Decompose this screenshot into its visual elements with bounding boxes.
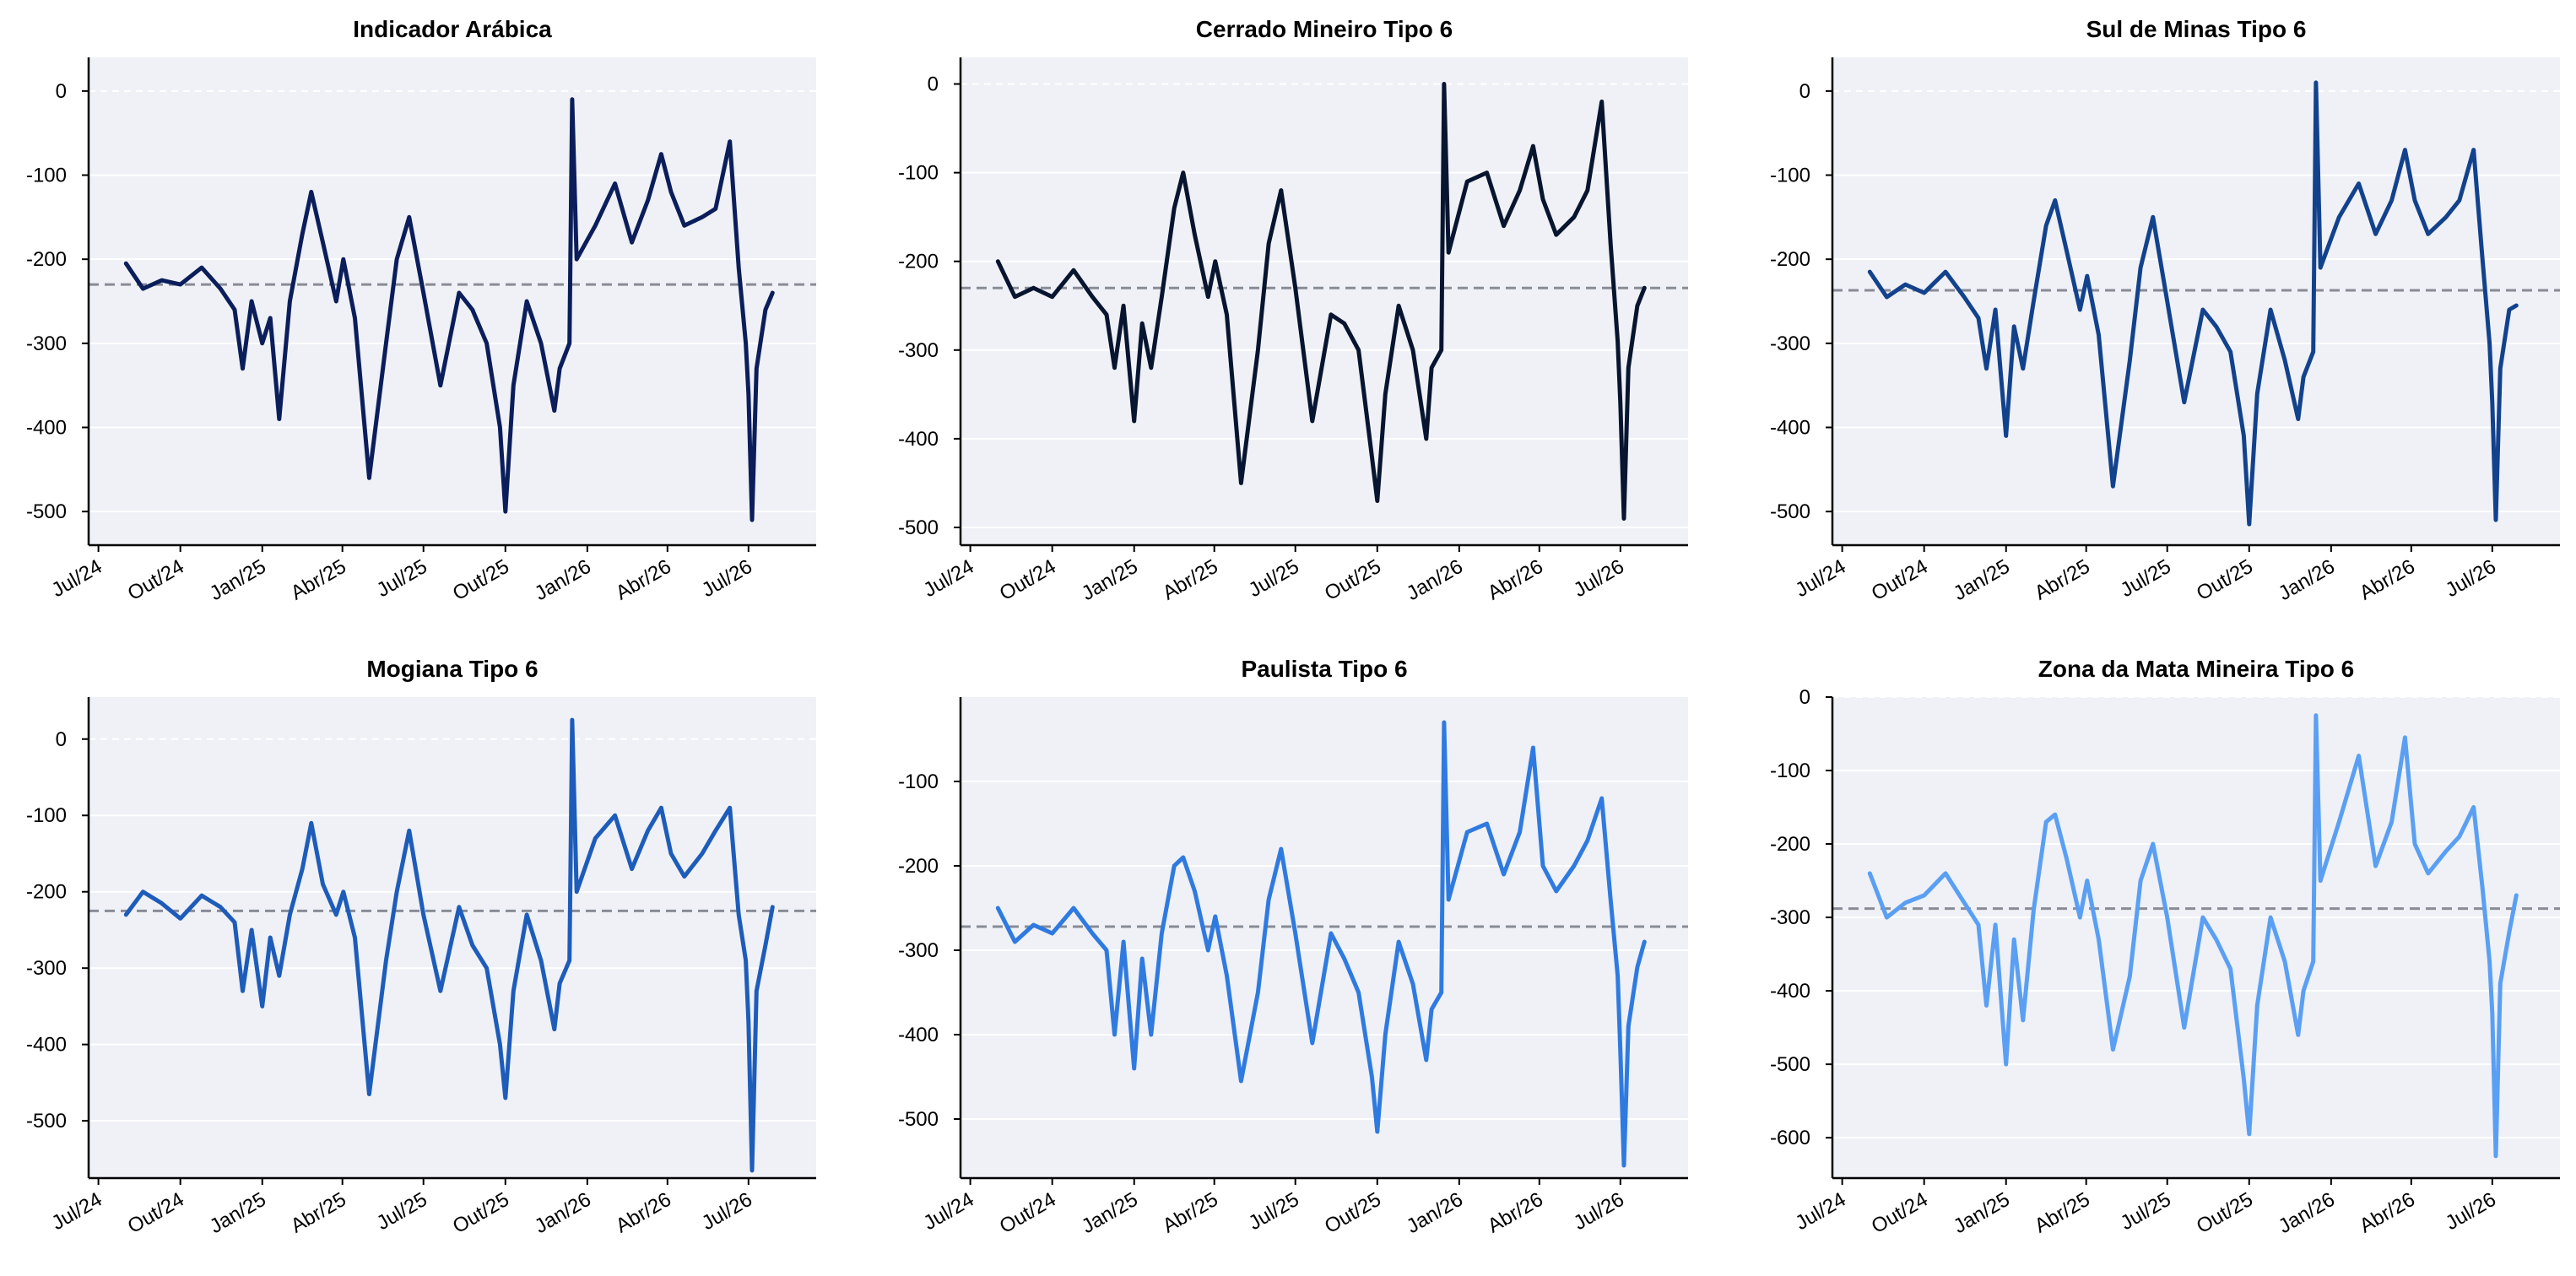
- y-tick-label: -500: [26, 1110, 67, 1133]
- y-tick-label: -600: [1770, 1127, 1810, 1149]
- series-line: [123, 97, 775, 522]
- y-tick-label: -400: [26, 1034, 67, 1057]
- series-line: [995, 82, 1647, 521]
- y-tick-label: -100: [1770, 165, 1810, 187]
- y-tick-label: -300: [26, 957, 67, 980]
- chart-title: Zona da Mata Mineira Tipo 6: [2038, 656, 2354, 682]
- y-tick-label: -500: [898, 1108, 939, 1131]
- y-tick-label: -100: [26, 165, 67, 187]
- y-tick-label: -400: [898, 428, 939, 451]
- y-tick-label: -200: [26, 881, 67, 904]
- y-tick-label: -300: [26, 333, 67, 355]
- y-tick-label: -400: [1770, 980, 1810, 1003]
- y-tick-label: -500: [1770, 1053, 1810, 1076]
- chart-title: Mogiana Tipo 6: [366, 656, 538, 682]
- plot-background: [1832, 697, 2560, 1178]
- chart-title: Indicador Arábica: [353, 16, 552, 42]
- y-tick-label: -200: [1770, 248, 1810, 271]
- y-tick-label: -200: [1770, 833, 1810, 856]
- plot-background: [1832, 57, 2560, 545]
- y-tick-label: -500: [1770, 500, 1810, 523]
- y-tick-label: -300: [898, 939, 939, 962]
- chart-title: Sul de Minas Tipo 6: [2086, 16, 2307, 42]
- plot-background: [961, 697, 1688, 1178]
- y-tick-label: -500: [898, 516, 939, 539]
- y-tick-label: -500: [26, 500, 67, 523]
- y-tick-label: 0: [56, 728, 67, 751]
- plot-background: [89, 57, 816, 545]
- y-tick-label: -300: [1770, 906, 1810, 929]
- y-tick-label: -100: [898, 162, 939, 185]
- y-tick-label: 0: [56, 80, 67, 103]
- y-tick-label: -100: [898, 770, 939, 793]
- y-tick-label: -400: [26, 416, 67, 439]
- y-tick-label: -100: [1770, 760, 1810, 782]
- y-tick-label: -200: [898, 855, 939, 878]
- series-line: [995, 720, 1647, 1168]
- y-tick-label: 0: [1799, 80, 1810, 103]
- y-tick-label: -400: [1770, 416, 1810, 439]
- y-tick-label: -300: [898, 339, 939, 362]
- series-line: [1867, 713, 2519, 1159]
- y-tick-label: -200: [898, 251, 939, 273]
- chart-title: Cerrado Mineiro Tipo 6: [1196, 16, 1453, 42]
- series-line: [123, 717, 775, 1173]
- series-line: [1867, 80, 2519, 527]
- y-tick-label: -100: [26, 804, 67, 827]
- y-tick-label: 0: [1799, 686, 1810, 709]
- y-tick-label: -200: [26, 248, 67, 271]
- plot-background: [961, 57, 1688, 545]
- y-tick-label: -300: [1770, 333, 1810, 355]
- y-tick-label: 0: [928, 73, 939, 96]
- y-tick-label: -400: [898, 1024, 939, 1046]
- chart-title: Paulista Tipo 6: [1241, 656, 1407, 682]
